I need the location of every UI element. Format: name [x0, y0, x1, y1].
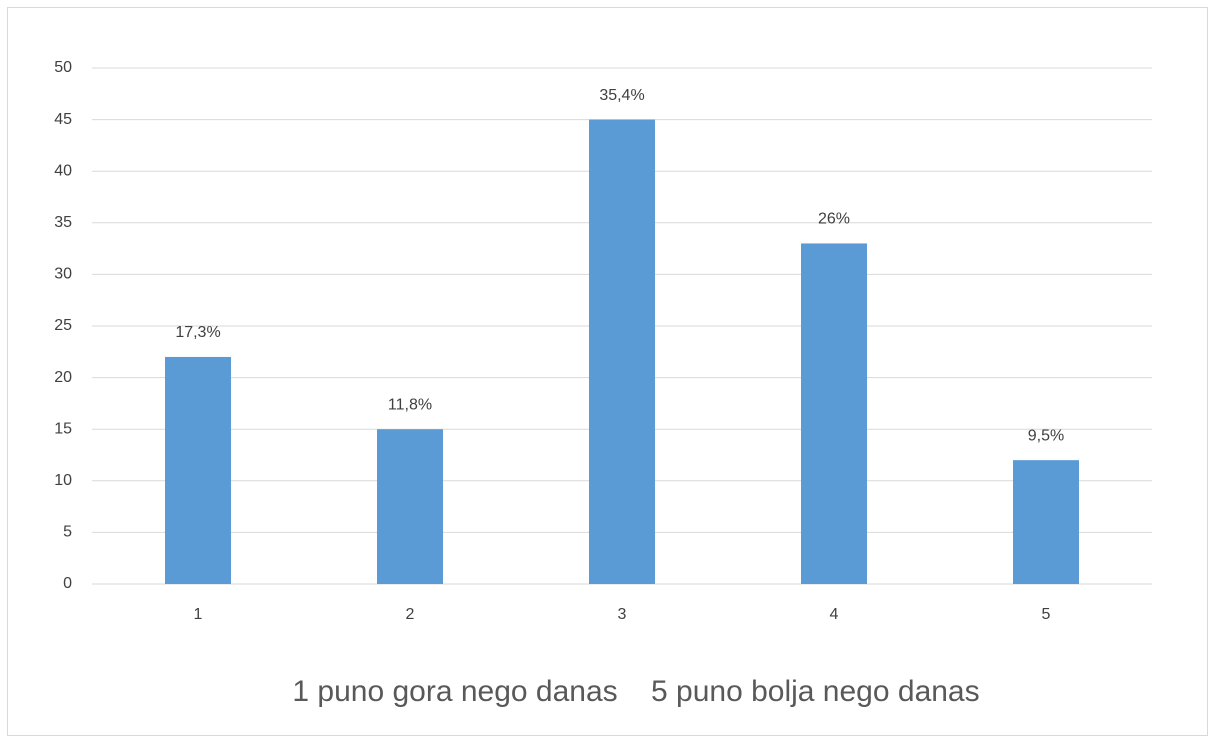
x-tick-label: 3: [618, 606, 627, 623]
bar: [589, 119, 655, 584]
x-tick-label: 5: [1042, 606, 1051, 623]
y-tick-label: 20: [54, 369, 72, 386]
x-tick-label: 2: [406, 606, 415, 623]
y-tick-label: 5: [63, 524, 72, 541]
data-label: 9,5%: [1028, 427, 1064, 444]
x-tick-label: 1: [194, 606, 203, 623]
y-tick-label: 45: [54, 111, 72, 128]
y-tick-label: 30: [54, 266, 72, 283]
y-tick-label: 0: [63, 575, 72, 592]
y-tick-label: 35: [54, 214, 72, 231]
data-label: 26%: [818, 211, 850, 228]
bar: [801, 243, 867, 584]
bar: [1013, 460, 1079, 584]
y-tick-label: 40: [54, 162, 72, 179]
y-tick-label: 25: [54, 317, 72, 334]
x-axis-title: 1 puno gora nego danas 5 puno bolja nego…: [292, 675, 979, 708]
data-label: 17,3%: [175, 324, 220, 341]
bar: [165, 356, 231, 584]
data-label: 11,8%: [388, 396, 432, 413]
y-tick-label: 15: [54, 420, 72, 437]
y-tick-label: 10: [54, 472, 72, 489]
bar: [377, 429, 443, 584]
x-tick-label: 4: [830, 606, 839, 623]
data-label: 35,4%: [599, 87, 644, 104]
y-tick-label: 50: [54, 59, 72, 76]
